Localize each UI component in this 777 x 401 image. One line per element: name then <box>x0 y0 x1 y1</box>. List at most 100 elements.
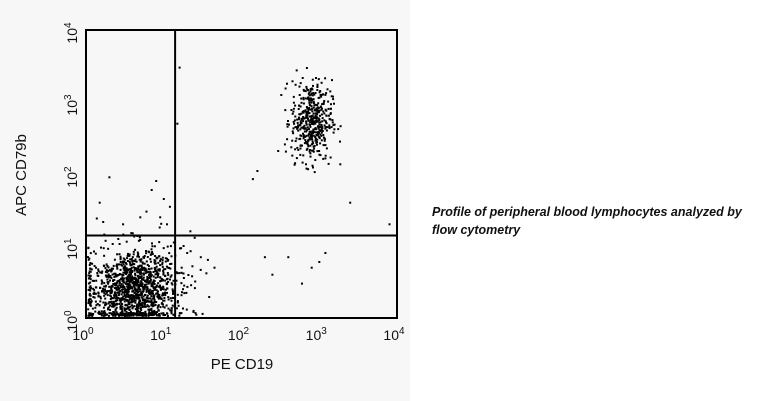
event-point <box>139 272 142 275</box>
event-point <box>182 272 185 275</box>
event-point <box>169 275 172 278</box>
event-point <box>150 282 153 285</box>
event-point <box>157 269 160 272</box>
event-point <box>102 247 105 250</box>
event-point <box>88 298 91 301</box>
event-point <box>110 286 113 289</box>
event-point <box>88 277 91 280</box>
event-point <box>110 302 113 305</box>
event-point <box>185 291 188 294</box>
event-point <box>130 258 133 260</box>
event-point <box>153 313 156 316</box>
event-point <box>102 311 105 313</box>
event-point <box>130 273 133 276</box>
event-point <box>144 279 147 282</box>
event-point <box>161 288 163 290</box>
event-point <box>113 311 116 314</box>
event-point <box>137 307 140 310</box>
event-point <box>166 291 168 294</box>
event-point <box>118 280 121 282</box>
event-point <box>98 310 101 313</box>
event-point <box>136 279 139 282</box>
event-point <box>89 294 92 297</box>
event-point <box>122 266 125 269</box>
event-point <box>128 285 131 288</box>
event-point <box>127 300 130 303</box>
event-point <box>288 123 290 126</box>
event-point <box>122 263 125 266</box>
event-point <box>157 309 160 312</box>
event-point <box>123 258 126 261</box>
event-point <box>136 274 139 277</box>
event-point <box>312 92 315 95</box>
event-point <box>89 287 92 289</box>
event-point <box>141 301 144 304</box>
event-point <box>329 156 332 159</box>
event-point <box>138 299 141 302</box>
event-point <box>333 123 336 126</box>
event-point <box>108 176 111 179</box>
event-point <box>308 150 311 153</box>
event-point <box>313 131 316 134</box>
event-point <box>297 148 300 151</box>
event-point <box>333 102 335 105</box>
event-point <box>116 297 119 300</box>
event-point <box>126 306 129 309</box>
event-point <box>319 126 321 129</box>
event-point <box>305 134 308 137</box>
event-point <box>128 279 131 282</box>
event-point <box>156 272 159 275</box>
event-point <box>162 305 165 308</box>
event-point <box>311 164 314 167</box>
event-point <box>302 137 305 140</box>
event-point <box>121 311 124 314</box>
event-point <box>312 112 315 115</box>
event-point <box>141 261 144 264</box>
event-point <box>153 310 155 313</box>
event-point <box>151 314 154 317</box>
event-point <box>133 291 136 294</box>
event-point <box>119 306 122 309</box>
event-point <box>191 275 194 278</box>
event-point <box>102 314 105 317</box>
event-point <box>130 299 133 302</box>
event-point <box>137 287 140 290</box>
event-point <box>322 103 325 105</box>
event-point <box>185 308 188 311</box>
event-point <box>151 283 154 286</box>
event-point <box>154 270 157 273</box>
event-point <box>89 285 92 288</box>
event-point <box>125 273 128 275</box>
event-point <box>330 126 333 129</box>
event-point <box>314 136 317 139</box>
event-point <box>139 310 141 313</box>
event-point <box>315 107 318 110</box>
event-point <box>107 274 110 277</box>
event-point <box>171 290 174 293</box>
event-point <box>311 107 314 110</box>
event-point <box>91 307 94 310</box>
event-point <box>323 138 326 141</box>
event-point <box>107 266 110 269</box>
event-point <box>135 281 138 284</box>
event-point <box>124 270 127 273</box>
event-point <box>283 143 286 146</box>
event-point <box>139 239 142 241</box>
event-point <box>123 265 126 268</box>
event-point <box>133 235 136 238</box>
event-point <box>140 280 143 283</box>
event-point <box>101 270 104 273</box>
event-point <box>97 294 100 297</box>
event-point <box>312 132 315 135</box>
event-point <box>315 77 317 79</box>
event-point <box>208 296 211 298</box>
event-point <box>286 138 289 141</box>
event-point <box>150 304 153 307</box>
event-point <box>199 268 202 271</box>
event-point <box>89 289 92 292</box>
event-point <box>88 270 91 273</box>
event-point <box>332 131 335 134</box>
event-point <box>132 277 135 280</box>
event-point <box>155 180 158 182</box>
event-point <box>128 309 131 311</box>
